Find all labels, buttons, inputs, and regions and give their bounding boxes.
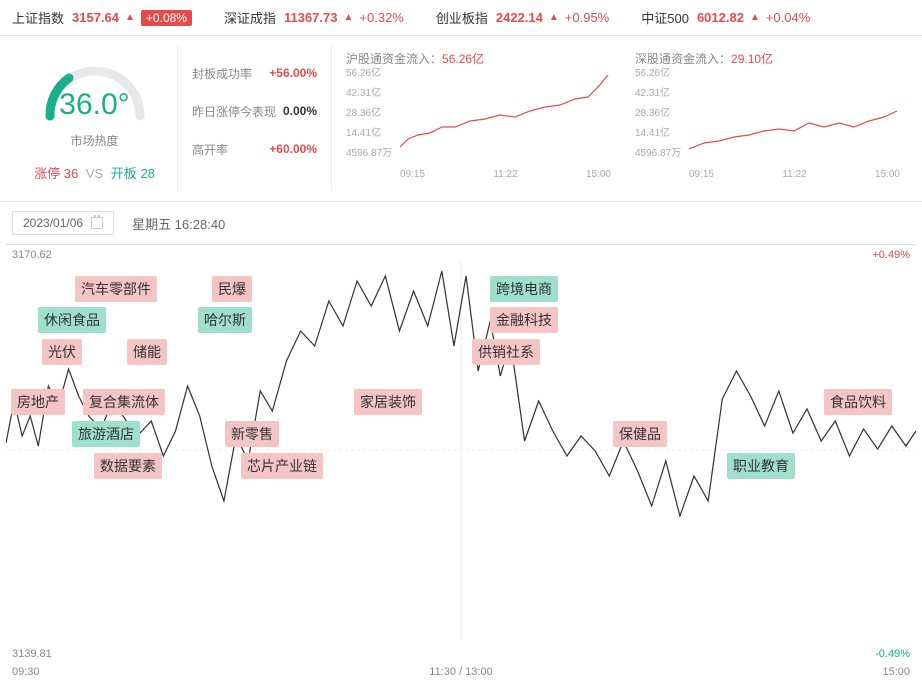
index-name: 创业板指 — [436, 8, 488, 27]
arrow-up-icon: ▲ — [750, 12, 760, 23]
index-chinext[interactable]: 创业板指 2422.14 ▲ +0.95% — [436, 8, 609, 27]
flow-ylabels: 56.26亿 42.31亿 28.36亿 14.41亿 4596.87万 — [346, 69, 392, 169]
index-value: 2422.14 — [496, 10, 543, 25]
sector-tag[interactable]: 房地产 — [11, 389, 65, 415]
rate-label: 高开率 — [192, 141, 228, 158]
sector-tag[interactable]: 金融科技 — [490, 307, 558, 333]
chart-xlabels: 09:30 11:30 / 13:00 15:00 — [12, 666, 910, 678]
flow-ylabels: 56.26亿 42.31亿 28.36亿 14.41亿 4596.87万 — [635, 69, 681, 169]
sector-tag[interactable]: 储能 — [127, 339, 167, 365]
sector-tag[interactable]: 休闲食品 — [38, 307, 106, 333]
index-value: 3157.64 — [72, 10, 119, 25]
sz-connect-flow: 深股通资金流入：29.10亿 56.26亿 42.31亿 28.36亿 14.4… — [621, 46, 910, 191]
flow-title: 沪股通资金流入：56.26亿 — [346, 50, 611, 67]
sector-tag[interactable]: 食品饮料 — [824, 389, 892, 415]
flow-line-chart — [689, 69, 899, 157]
index-name: 中证500 — [641, 8, 689, 27]
sector-tag[interactable]: 汽车零部件 — [75, 276, 157, 302]
rate-value: +56.00% — [269, 66, 317, 80]
limit-vs-line: 涨停 36 VS 开板 28 — [12, 163, 177, 182]
heat-value: 36.0° — [35, 88, 155, 122]
flow-xlabels: 09:15 11:22 15:00 — [346, 169, 611, 180]
index-pct: +0.04% — [766, 10, 810, 25]
date-picker[interactable]: 2023/01/06 — [12, 211, 114, 235]
calendar-icon — [91, 217, 103, 229]
rate-label: 封板成功率 — [192, 65, 252, 82]
arrow-up-icon: ▲ — [549, 12, 559, 23]
index-pct: +0.95% — [565, 10, 609, 25]
index-name: 深证成指 — [224, 8, 276, 27]
heat-label: 市场热度 — [12, 132, 177, 149]
sector-tag[interactable]: 光伏 — [42, 339, 82, 365]
date-bar: 2023/01/06 星期五 16:28:40 — [0, 202, 922, 244]
index-pct: +0.32% — [359, 10, 403, 25]
sector-tag[interactable]: 芯片产业链 — [241, 453, 323, 479]
info-row: 36.0° 市场热度 涨停 36 VS 开板 28 封板成功率 +56.00% … — [0, 36, 922, 202]
rate-row: 昨日涨停今表现 0.00% — [192, 92, 317, 130]
sh-connect-flow: 沪股通资金流入：56.26亿 56.26亿 42.31亿 28.36亿 14.4… — [332, 46, 621, 191]
index-szse[interactable]: 深证成指 11367.73 ▲ +0.32% — [224, 8, 404, 27]
index-pct: +0.08% — [141, 10, 192, 26]
rate-row: 高开率 +60.00% — [192, 130, 317, 168]
flow-xlabels: 09:15 11:22 15:00 — [635, 169, 900, 180]
sector-tag[interactable]: 跨境电商 — [490, 276, 558, 302]
weekday-time: 星期五 16:28:40 — [132, 214, 225, 233]
arrow-up-icon: ▲ — [344, 12, 354, 23]
index-name: 上证指数 — [12, 8, 64, 27]
index-csi500[interactable]: 中证500 6012.82 ▲ +0.04% — [641, 8, 810, 27]
sector-tag[interactable]: 哈尔斯 — [198, 307, 252, 333]
sector-tag[interactable]: 复合集流体 — [83, 389, 165, 415]
flow-chart: 56.26亿 42.31亿 28.36亿 14.41亿 4596.87万 — [635, 69, 900, 169]
rate-row: 封板成功率 +56.00% — [192, 54, 317, 92]
sector-tag[interactable]: 保健品 — [613, 421, 667, 447]
y-top-left: 3170.62 — [12, 249, 52, 261]
sector-tag[interactable]: 职业教育 — [727, 453, 795, 479]
sector-tag[interactable]: 供销社系 — [472, 339, 540, 365]
arrow-up-icon: ▲ — [125, 12, 135, 23]
index-sse[interactable]: 上证指数 3157.64 ▲ +0.08% — [12, 8, 192, 27]
y-bot-right: -0.49% — [875, 648, 910, 660]
flow-chart: 56.26亿 42.31亿 28.36亿 14.41亿 4596.87万 — [346, 69, 611, 169]
rate-label: 昨日涨停今表现 — [192, 103, 276, 120]
sector-tag[interactable]: 数据要素 — [94, 453, 162, 479]
y-bot-left: 3139.81 — [12, 648, 52, 660]
index-value: 6012.82 — [697, 10, 744, 25]
rate-value: +60.00% — [269, 142, 317, 156]
rates-block: 封板成功率 +56.00% 昨日涨停今表现 0.00% 高开率 +60.00% — [178, 46, 332, 191]
y-top-right: +0.49% — [872, 249, 910, 261]
flow-title: 深股通资金流入：29.10亿 — [635, 50, 900, 67]
price-line-svg — [6, 261, 916, 639]
main-intraday-chart[interactable]: 3170.62 +0.49% 3139.81 -0.49% 汽车零部件 民爆休闲食… — [6, 244, 916, 684]
index-bar: 上证指数 3157.64 ▲ +0.08% 深证成指 11367.73 ▲ +0… — [0, 0, 922, 36]
market-heat: 36.0° 市场热度 涨停 36 VS 开板 28 — [12, 46, 178, 191]
sector-tag[interactable]: 新零售 — [225, 421, 279, 447]
flow-line-chart — [400, 69, 610, 157]
sector-tag[interactable]: 民爆 — [212, 276, 252, 302]
heat-gauge: 36.0° — [35, 56, 155, 126]
index-value: 11367.73 — [284, 10, 338, 25]
rate-value: 0.00% — [283, 104, 317, 118]
sector-tag[interactable]: 家居装饰 — [354, 389, 422, 415]
sector-tag[interactable]: 旅游酒店 — [72, 421, 140, 447]
